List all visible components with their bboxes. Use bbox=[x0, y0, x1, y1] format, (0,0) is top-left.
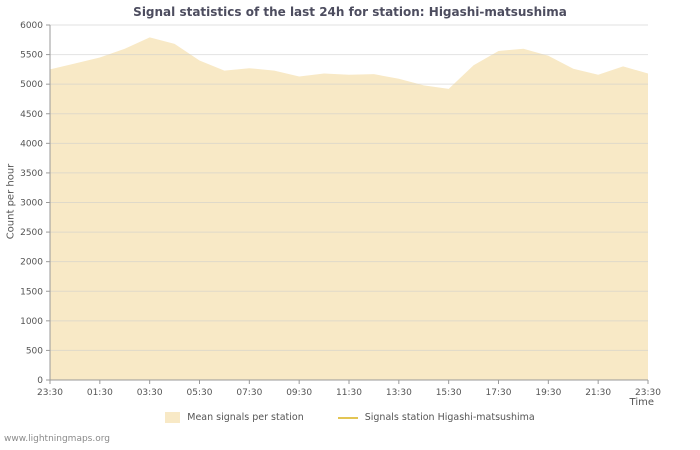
x-tick-label: 11:30 bbox=[336, 388, 362, 398]
watermark: www.lightningmaps.org bbox=[4, 434, 110, 444]
x-axis-label: Time bbox=[629, 397, 654, 408]
station-signals-line-icon bbox=[337, 416, 358, 419]
x-tick-label: 19:30 bbox=[535, 388, 561, 398]
legend-label-station-signals: Signals station Higashi-matsushima bbox=[364, 412, 535, 423]
y-tick-label: 6000 bbox=[20, 21, 43, 31]
y-tick-label: 500 bbox=[26, 346, 43, 356]
legend-item-mean-signals: Mean signals per station bbox=[165, 412, 304, 423]
x-tick-label: 13:30 bbox=[386, 388, 412, 398]
y-tick-label: 5500 bbox=[20, 51, 43, 61]
y-tick-label: 3500 bbox=[20, 169, 43, 179]
y-tick-label: 5000 bbox=[20, 80, 43, 90]
x-tick-label: 23:30 bbox=[635, 388, 661, 398]
y-tick-label: 2000 bbox=[20, 258, 43, 268]
x-tick-label: 07:30 bbox=[236, 388, 262, 398]
x-tick-label: 05:30 bbox=[187, 388, 213, 398]
legend: Mean signals per station Signals station… bbox=[0, 412, 700, 423]
x-tick-label: 23:30 bbox=[37, 388, 63, 398]
y-tick-label: 3000 bbox=[20, 199, 43, 209]
x-tick-label: 17:30 bbox=[486, 388, 512, 398]
y-tick-label: 1000 bbox=[20, 317, 43, 327]
mean-signals-swatch-icon bbox=[165, 412, 181, 423]
y-tick-label: 0 bbox=[37, 376, 43, 386]
area-mean-signals bbox=[50, 37, 648, 381]
x-tick-label: 09:30 bbox=[286, 388, 312, 398]
legend-label-mean-signals: Mean signals per station bbox=[187, 412, 304, 423]
legend-item-station-signals: Signals station Higashi-matsushima bbox=[337, 412, 535, 423]
y-tick-label: 1500 bbox=[20, 287, 43, 297]
x-tick-label: 21:30 bbox=[585, 388, 611, 398]
x-tick-label: 15:30 bbox=[436, 388, 462, 398]
y-tick-label: 4000 bbox=[20, 139, 43, 149]
x-tick-label: 01:30 bbox=[87, 388, 113, 398]
y-tick-label: 4500 bbox=[20, 110, 43, 120]
x-tick-label: 03:30 bbox=[137, 388, 163, 398]
y-tick-label: 2500 bbox=[20, 228, 43, 238]
chart-title: Signal statistics of the last 24h for st… bbox=[133, 5, 567, 19]
